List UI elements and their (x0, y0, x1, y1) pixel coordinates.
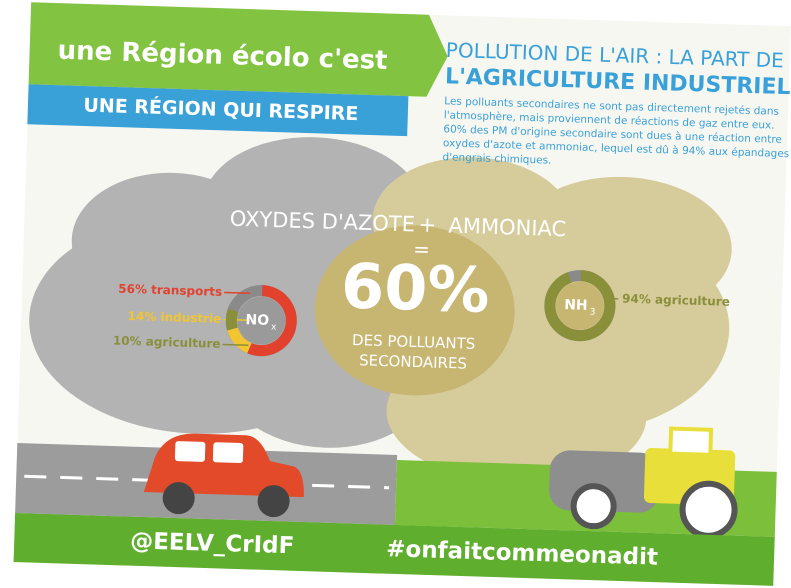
donut-label: 14% industrie (127, 309, 221, 326)
infographic: une Région écolo c'est UNE RÉGION QUI RE… (0, 0, 791, 588)
big-sub: SECONDAIRES (359, 351, 467, 372)
card: une Région écolo c'est UNE RÉGION QUI RE… (14, 2, 791, 587)
plus: + (418, 213, 436, 238)
formula: NH (564, 297, 588, 314)
donut-segment (231, 310, 233, 329)
formula-subscript: x (271, 322, 277, 332)
leader-line (224, 292, 250, 293)
leader-line (223, 344, 249, 345)
ammoniac-label: AMMONIAC (448, 213, 566, 241)
page: Pollution de l'air html, body { margin: … (0, 0, 791, 588)
body: {"header": { "slogan": "une Région écolo… (0, 0, 791, 588)
formula: NO (245, 312, 269, 329)
handle: @EELV_CrIdF (130, 528, 295, 559)
formula-subscript: 3 (590, 307, 596, 317)
big-percent: 60% (340, 249, 491, 327)
